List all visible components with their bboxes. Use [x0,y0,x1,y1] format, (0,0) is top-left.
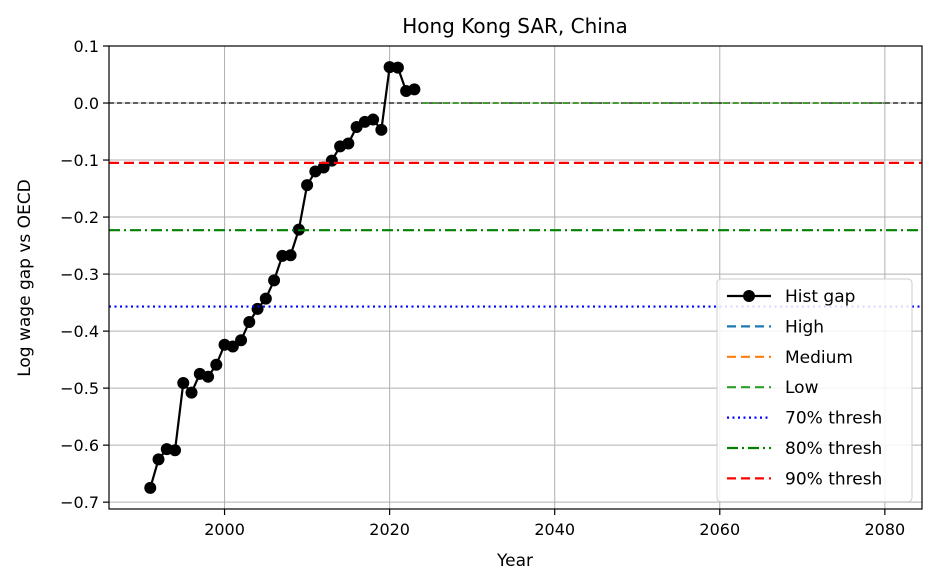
y-tick-label: −0.4 [60,322,99,341]
legend-label: 90% thresh [785,469,882,489]
legend-label: Medium [785,348,853,368]
legend-label: Low [785,378,819,398]
y-tick-label: 0.1 [74,37,99,56]
plot-frame [108,45,923,510]
data-point [367,113,380,126]
data-point [169,444,182,457]
legend-label: 80% thresh [785,439,882,459]
y-tick-label: −0.7 [60,493,99,512]
data-point [259,292,272,305]
legend-box [716,278,913,503]
x-tick-label: 2060 [699,520,740,539]
y-tick-label: −0.6 [60,436,99,455]
y-tick-label: −0.5 [60,379,99,398]
data-point [317,161,330,174]
data-point [243,315,256,328]
data-point [185,386,198,399]
chart-title: Hong Kong SAR, China [402,14,628,38]
data-point [144,481,157,494]
data-point [284,249,297,262]
data-point [202,370,215,383]
y-tick-label: −0.1 [60,151,99,170]
x-axis-label: Year [496,551,533,571]
y-axis-label: Log wage gap vs OECD [15,179,35,377]
x-tick-label: 2020 [369,520,410,539]
data-point [210,358,223,371]
data-point [408,83,421,96]
data-point [375,123,388,136]
data-point [177,376,190,389]
data-point [268,274,281,287]
data-point [391,61,404,74]
legend-marker [743,290,755,302]
y-tick-label: 0.0 [74,94,99,113]
legend: Hist gap High Medium Low 70% thresh 80% thres… [716,278,913,503]
x-tick-label: 2080 [864,520,905,539]
x-tick-label: 2040 [534,520,575,539]
data-point [301,179,314,192]
x-tick-label: 2000 [204,520,245,539]
data-point [325,154,338,167]
data-point [251,302,264,315]
y-tick-label: −0.2 [60,208,99,227]
legend-label: 70% thresh [785,409,882,429]
legend-label: Hist gap [785,287,855,307]
data-point [342,137,355,150]
y-tick-label: −0.3 [60,265,99,284]
ticks: 2000 2020 2040 2060 2080 0.1 0.0 −0.1 −0.2 −0.3 −0… [60,37,905,539]
data-point [152,453,165,466]
data-point [226,340,239,353]
data-point [235,334,248,347]
legend-label: High [785,317,824,337]
